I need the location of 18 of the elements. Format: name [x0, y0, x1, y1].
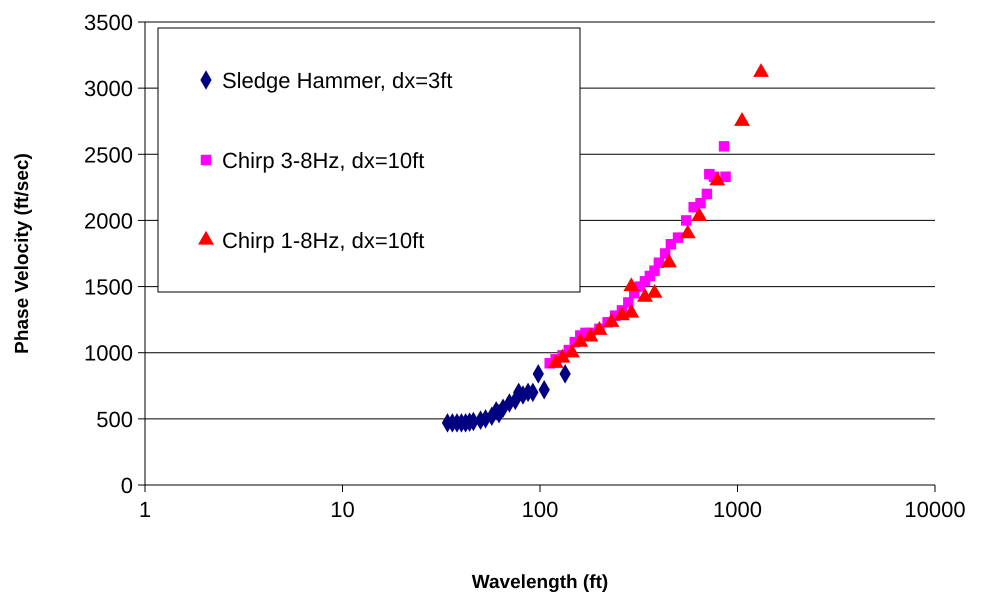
y-tick-label: 0 [120, 473, 133, 498]
y-tick-label: 2000 [84, 208, 133, 234]
x-tick-label: 100 [522, 497, 558, 522]
x-tick-label: 10 [330, 497, 355, 522]
x-tick-label: 1 [138, 497, 152, 522]
x-tick-label: 10000 [904, 497, 966, 522]
legend-label: Chirp 3-8Hz, dx=10ft [222, 148, 424, 173]
y-axis-title: Phase Velocity (ft/sec) [12, 153, 33, 354]
legend-label: Chirp 1-8Hz, dx=10ft [222, 228, 424, 253]
y-tick-label: 3000 [84, 76, 133, 102]
y-tick-label: 2500 [84, 142, 133, 168]
legend-label: Sledge Hammer, dx=3ft [222, 68, 453, 93]
x-axis-title: Wavelength (ft) [472, 572, 608, 593]
y-tick-label: 1500 [84, 274, 133, 300]
y-tick-label: 500 [96, 406, 133, 432]
y-tick-label: 1000 [84, 340, 133, 366]
x-tick-label: 1000 [713, 497, 762, 522]
y-tick-label: 3500 [84, 10, 133, 35]
